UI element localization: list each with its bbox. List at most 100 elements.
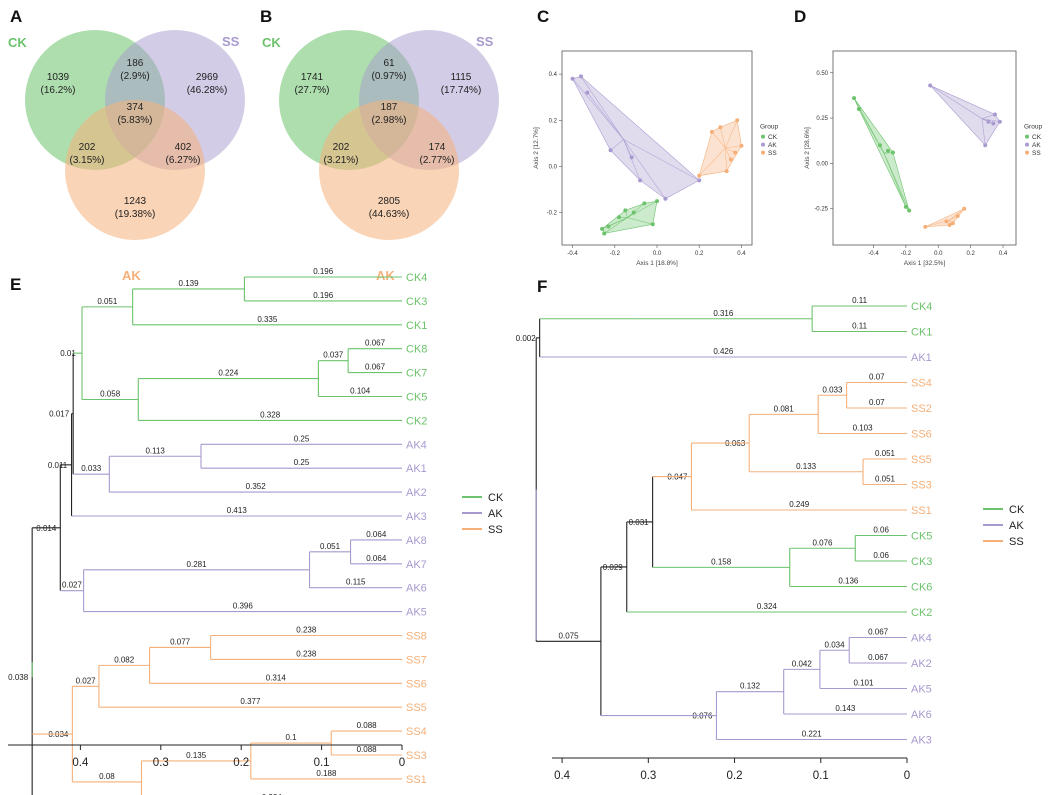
- point-ak: [986, 119, 991, 124]
- venn-count-all: 187: [381, 102, 398, 113]
- panel-label-d: D: [794, 7, 806, 26]
- x-tick-label: 0.2: [966, 251, 975, 257]
- node-label: 0.011: [48, 461, 68, 470]
- leaf-label-ck4: CK4: [406, 272, 427, 284]
- y-tick-label: 0.50: [816, 71, 828, 77]
- x-tick-label: -0.4: [567, 251, 578, 257]
- branch-length-label: 0.158: [711, 557, 732, 566]
- legend-label-ss: SS: [1032, 150, 1041, 157]
- leaf-label-ss1: SS1: [406, 774, 427, 786]
- point-ss: [923, 224, 928, 229]
- spider-line: [627, 200, 658, 218]
- branch-length-label: 0.224: [218, 369, 239, 378]
- point-ak: [629, 155, 634, 160]
- branch-length-label: 0.051: [875, 475, 896, 484]
- x-tick-label: 0.0: [653, 251, 662, 257]
- y-axis-label: Axis 2 [28.6%]: [804, 127, 811, 169]
- leaf-label-ak3: AK3: [911, 735, 932, 747]
- legend-swatch-ss: [1025, 150, 1029, 155]
- legend-swatch-ss: [761, 150, 765, 155]
- venn-pct-ss_ak: (2.77%): [419, 155, 454, 166]
- leaf-label-ss7: SS7: [406, 654, 427, 666]
- x-axis-tick-label: 0.4: [554, 770, 571, 782]
- venn-count-ck_ak: 202: [333, 142, 350, 153]
- y-axis-label: Axis 2 [12.7%]: [533, 127, 540, 169]
- venn-pct-ak_only: (19.38%): [115, 209, 156, 220]
- legend-swatch-ck: [1025, 134, 1029, 139]
- branch-length-label: 0.027: [76, 676, 97, 685]
- venn-set-label-ck: CK: [262, 35, 281, 50]
- spider-line: [725, 147, 732, 160]
- legend-swatch-ck: [761, 134, 765, 139]
- leaf-label-ck1: CK1: [406, 320, 427, 332]
- branch-length-label: 0.11: [852, 296, 868, 305]
- point-ak: [997, 119, 1002, 124]
- leaf-label-ak2: AK2: [406, 487, 427, 499]
- point-ak: [608, 148, 613, 153]
- panel-label-b: B: [260, 7, 272, 26]
- venn-set-label-ck: CK: [8, 35, 27, 50]
- branch-length-label: 0.328: [260, 410, 281, 419]
- branch-length-label: 0.051: [97, 297, 118, 306]
- leaf-label-ak8: AK8: [406, 535, 427, 547]
- point-ck: [623, 208, 628, 213]
- branch-length-label: 0.426: [713, 347, 734, 356]
- point-ak: [928, 83, 933, 88]
- x-axis-tick-label: 0.3: [640, 770, 656, 782]
- branch-length-label: 0.082: [114, 655, 135, 664]
- venn-set-label-ak: AK: [376, 268, 395, 283]
- leaf-label-ck2: CK2: [406, 415, 427, 427]
- point-ss: [733, 150, 738, 155]
- spider-line: [623, 139, 700, 181]
- branch-length-label: 0.077: [170, 637, 191, 646]
- panel-label-a: A: [10, 7, 22, 26]
- branch-length-label: 0.08: [99, 772, 115, 781]
- point-ck: [642, 201, 647, 206]
- panel-label-f: F: [537, 277, 547, 296]
- plot-frame: [832, 50, 1017, 246]
- branch-length-label: 0.067: [868, 653, 889, 662]
- branch-length-label: 0.188: [316, 769, 337, 778]
- point-ss: [735, 118, 740, 123]
- leaf-label-ak4: AK4: [406, 439, 427, 451]
- branch-length-label: 0.1: [285, 733, 297, 742]
- point-ck: [890, 150, 895, 155]
- leaf-label-ak3: AK3: [406, 511, 427, 523]
- leaf-label-ak6: AK6: [406, 583, 427, 595]
- point-ck: [886, 148, 891, 153]
- leaf-label-ak7: AK7: [406, 559, 427, 571]
- venn-pct-ss_only: (17.74%): [441, 85, 482, 96]
- branch-length-label: 0.06: [873, 551, 889, 560]
- point-ck: [856, 107, 861, 112]
- point-ss: [728, 157, 733, 162]
- spider-line: [623, 139, 641, 181]
- venn-count-ck_only: 1039: [47, 72, 70, 83]
- point-ck: [600, 226, 605, 231]
- venn-pct-all: (2.98%): [371, 115, 406, 126]
- branch-length-label: 0.221: [802, 730, 823, 739]
- legend-label-ck: CK: [768, 134, 778, 141]
- venn-circle-ak: [65, 100, 205, 240]
- legend-label-ak: AK: [1032, 142, 1041, 149]
- legend-title: Group: [760, 124, 778, 131]
- legend-title: Group: [1024, 124, 1042, 131]
- spider-line: [930, 85, 983, 119]
- point-ak: [991, 121, 996, 126]
- leaf-label-ss3: SS3: [911, 480, 932, 492]
- leaf-label-ak4: AK4: [911, 633, 932, 645]
- branch-length-label: 0.07: [869, 398, 885, 407]
- spider-line: [580, 76, 624, 140]
- venn-count-ak_only: 1243: [124, 196, 147, 207]
- point-ss: [739, 143, 744, 148]
- leaf-label-ss6: SS6: [911, 429, 932, 441]
- spider-line: [725, 145, 742, 149]
- leaf-label-ck5: CK5: [911, 531, 932, 543]
- node-label: 0.01: [60, 349, 76, 358]
- x-tick-label: 0.0: [934, 251, 943, 257]
- point-ak: [992, 112, 997, 117]
- leaf-label-ss4: SS4: [406, 726, 427, 738]
- spider-line: [981, 118, 986, 146]
- venn-pct-ck_ak: (3.15%): [69, 155, 104, 166]
- spider-line: [981, 114, 996, 119]
